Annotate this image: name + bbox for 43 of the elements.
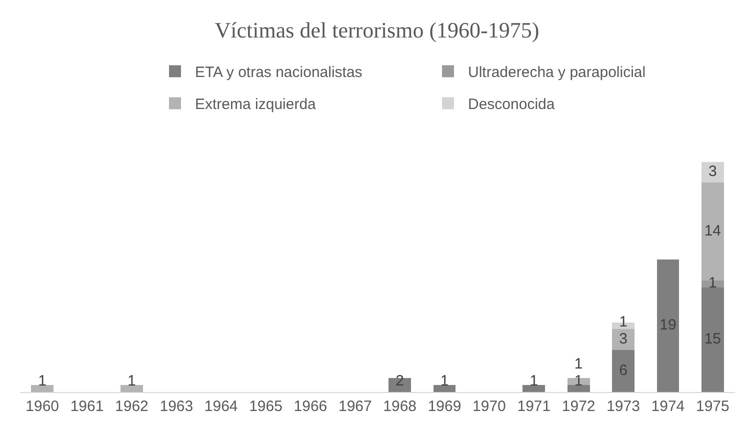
- bar: [31, 385, 54, 392]
- x-tick-label: 1962: [115, 398, 148, 415]
- x-tick-label: 1961: [70, 398, 104, 415]
- bar: [656, 259, 680, 392]
- x-tick-label: 1974: [651, 398, 685, 415]
- data-label: 1: [530, 372, 538, 390]
- bar: [701, 287, 724, 392]
- x-tick-label: 1960: [26, 398, 60, 415]
- legend-label: Ultraderecha y parapolicial: [468, 64, 646, 82]
- data-label: 1: [708, 274, 717, 292]
- x-tick-label: 1965: [249, 398, 282, 415]
- bar: [120, 385, 143, 392]
- x-tick-label: 1971: [517, 398, 551, 415]
- data-label: 1: [619, 313, 628, 330]
- data-label: 3: [708, 163, 717, 180]
- x-tick-label: 1966: [294, 398, 328, 415]
- legend-label: Desconocida: [468, 96, 556, 114]
- x-tick-label: 1967: [338, 398, 372, 415]
- chart-title: Víctimas del terrorismo (1960-1975): [214, 18, 540, 43]
- x-tick-label: 1964: [204, 398, 238, 415]
- data-label: 1: [440, 372, 449, 390]
- bar: [433, 385, 456, 392]
- legend-label: ETA y otras nacionalistas: [195, 64, 362, 82]
- bar: [612, 329, 634, 350]
- bar: [567, 385, 590, 392]
- data-label: 19: [660, 316, 676, 334]
- data-label: 1: [128, 372, 136, 390]
- data-label: 14: [704, 222, 722, 240]
- x-tick-label: 1973: [606, 398, 640, 415]
- data-label: 3: [619, 330, 628, 348]
- legend-label: Extrema izquierda: [195, 96, 317, 114]
- bar: [522, 385, 546, 392]
- data-label: 6: [619, 362, 628, 379]
- data-label: 1: [38, 372, 47, 390]
- x-tick-label: 1972: [562, 398, 596, 415]
- bar: [612, 350, 634, 392]
- data-label: 1: [574, 355, 583, 372]
- x-tick-label: 1969: [428, 398, 462, 415]
- data-label: 15: [704, 330, 722, 348]
- x-tick-label: 1963: [160, 398, 194, 415]
- x-tick-label: 1968: [383, 398, 417, 415]
- x-tick-label: 1970: [472, 398, 506, 415]
- x-tick-label: 1975: [696, 398, 730, 415]
